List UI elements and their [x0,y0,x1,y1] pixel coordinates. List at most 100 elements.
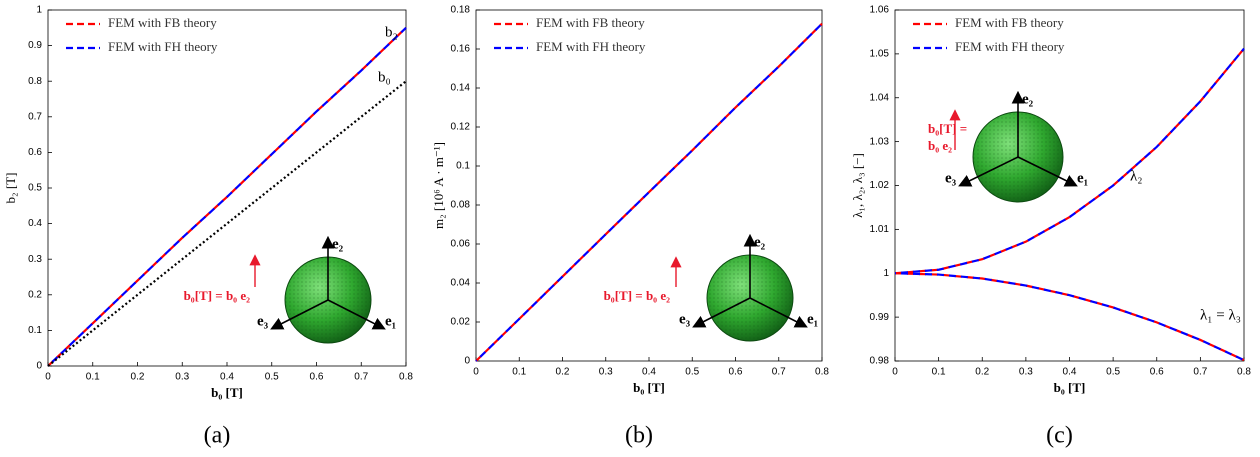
x-tick-label: 0.1 [86,372,100,383]
legend-label: FEM with FB theory [955,15,1064,30]
annotation: λ₂ [1130,168,1143,184]
data-line [894,272,1245,362]
y-tick-label: 0.1 [28,325,42,336]
axis-label: e₂ [1022,91,1034,107]
y-axis-label: m₂ [10⁶ A · m⁻¹] [431,142,446,229]
y-axis-label: λ₁, λ₂, λ₃ [−] [850,153,865,218]
y-tick-label: 1 [883,268,889,279]
x-tick-label: 0.1 [512,367,526,378]
y-tick-label: 0.4 [28,218,42,229]
field-label: b₀[T] = [928,121,967,136]
y-tick-label: 1.03 [870,136,890,147]
y-tick-label: 0.14 [451,83,471,94]
x-tick-label: 0.4 [220,372,234,383]
y-tick-label: 1.05 [870,49,890,60]
x-tick-label: 0.7 [1193,367,1207,378]
x-tick-label: 0.6 [729,367,743,378]
x-tick-label: 0.3 [599,367,613,378]
x-tick-label: 0 [45,372,51,383]
y-tick-label: 0.04 [451,278,471,289]
data-line [894,47,1245,275]
legend-label: FEM with FH theory [955,39,1065,54]
annotation: b₀ [378,69,391,85]
y-tick-label: 1.06 [870,5,890,16]
y-tick-label: 0.06 [451,239,471,250]
y-tick-label: 1.01 [870,224,890,235]
y-tick-label: 0.98 [870,356,890,367]
y-axis-label: b₂ [T] [3,173,18,204]
y-tick-label: 0.16 [451,44,471,55]
axis-arrow [1017,156,1078,187]
y-tick-label: 1 [36,5,42,16]
y-tick-label: 0.12 [451,122,471,133]
legend-label: FEM with FB theory [536,15,645,30]
axis-label: e₂ [332,236,344,252]
x-tick-label: 0.5 [685,367,699,378]
y-tick-label: 0.2 [28,289,42,300]
panel-label: (b) [625,423,653,449]
y-tick-label: 0 [36,361,42,372]
x-tick-label: 0.8 [815,367,829,378]
legend-label: FEM with FH theory [536,39,646,54]
y-tick-label: 0.99 [870,312,890,323]
x-tick-label: 0 [473,367,479,378]
y-tick-label: 0.18 [451,5,471,16]
y-tick-label: 0.1 [456,161,470,172]
axis-label: e₂ [754,234,766,250]
x-tick-label: 0.2 [556,367,570,378]
axis-label: e₃ [679,311,691,327]
x-tick-label: 0.8 [1237,367,1251,378]
field-label: b₀ e₂ [928,138,952,153]
x-tick-label: 0.8 [399,372,413,383]
y-tick-label: 1.04 [870,92,890,103]
y-tick-label: 0.02 [451,317,471,328]
x-tick-label: 0.6 [310,372,324,383]
axis-arrow [692,297,751,328]
axis-arrow [327,299,386,330]
y-tick-label: 1.02 [870,180,890,191]
x-tick-label: 0.3 [1019,367,1033,378]
y-tick-label: 0.5 [28,183,42,194]
data-line [475,22,823,362]
x-tick-label: 0.2 [131,372,145,383]
x-tick-label: 0.6 [1150,367,1164,378]
legend-label: FEM with FH theory [108,39,218,54]
x-tick-label: 0.4 [1063,367,1077,378]
field-label: b₀[T] = b₀ e₂ [184,288,251,303]
x-tick-label: 0.1 [932,367,946,378]
data-line [894,47,1245,275]
x-tick-label: 0.5 [1106,367,1120,378]
axis-label: e₁ [385,313,396,329]
y-tick-label: 0 [464,356,470,367]
y-tick-label: 0.7 [28,111,42,122]
y-tick-label: 0.08 [451,200,471,211]
x-tick-label: 0.7 [772,367,786,378]
axis-label: e₃ [945,170,957,186]
data-line [894,272,1245,362]
field-label: b₀[T] = b₀ e₂ [604,288,671,303]
x-tick-label: 0.7 [354,372,368,383]
y-tick-label: 0.9 [28,40,42,51]
y-tick-label: 0.3 [28,254,42,265]
x-tick-label: 0.2 [975,367,989,378]
panel-label: (a) [204,423,231,449]
axis-arrow [749,297,808,328]
y-tick-label: 0.8 [28,76,42,87]
axis-arrow [270,299,329,330]
annotation: b₂ [385,24,398,40]
x-tick-label: 0 [892,367,898,378]
y-tick-label: 0.6 [28,147,42,158]
panel-label: (c) [1046,423,1073,449]
x-tick-label: 0.5 [265,372,279,383]
annotation: λ₁ = λ₃ [1200,307,1241,323]
x-axis-label: b₀ [T] [633,380,665,395]
axis-label: e₁ [807,311,818,327]
axis-label: e₃ [257,313,269,329]
x-tick-label: 0.4 [642,367,656,378]
axis-label: e₁ [1077,170,1088,186]
axis-arrow [958,156,1019,187]
x-tick-label: 0.3 [175,372,189,383]
x-axis-label: b₀ [T] [211,385,243,400]
data-line [47,27,407,367]
